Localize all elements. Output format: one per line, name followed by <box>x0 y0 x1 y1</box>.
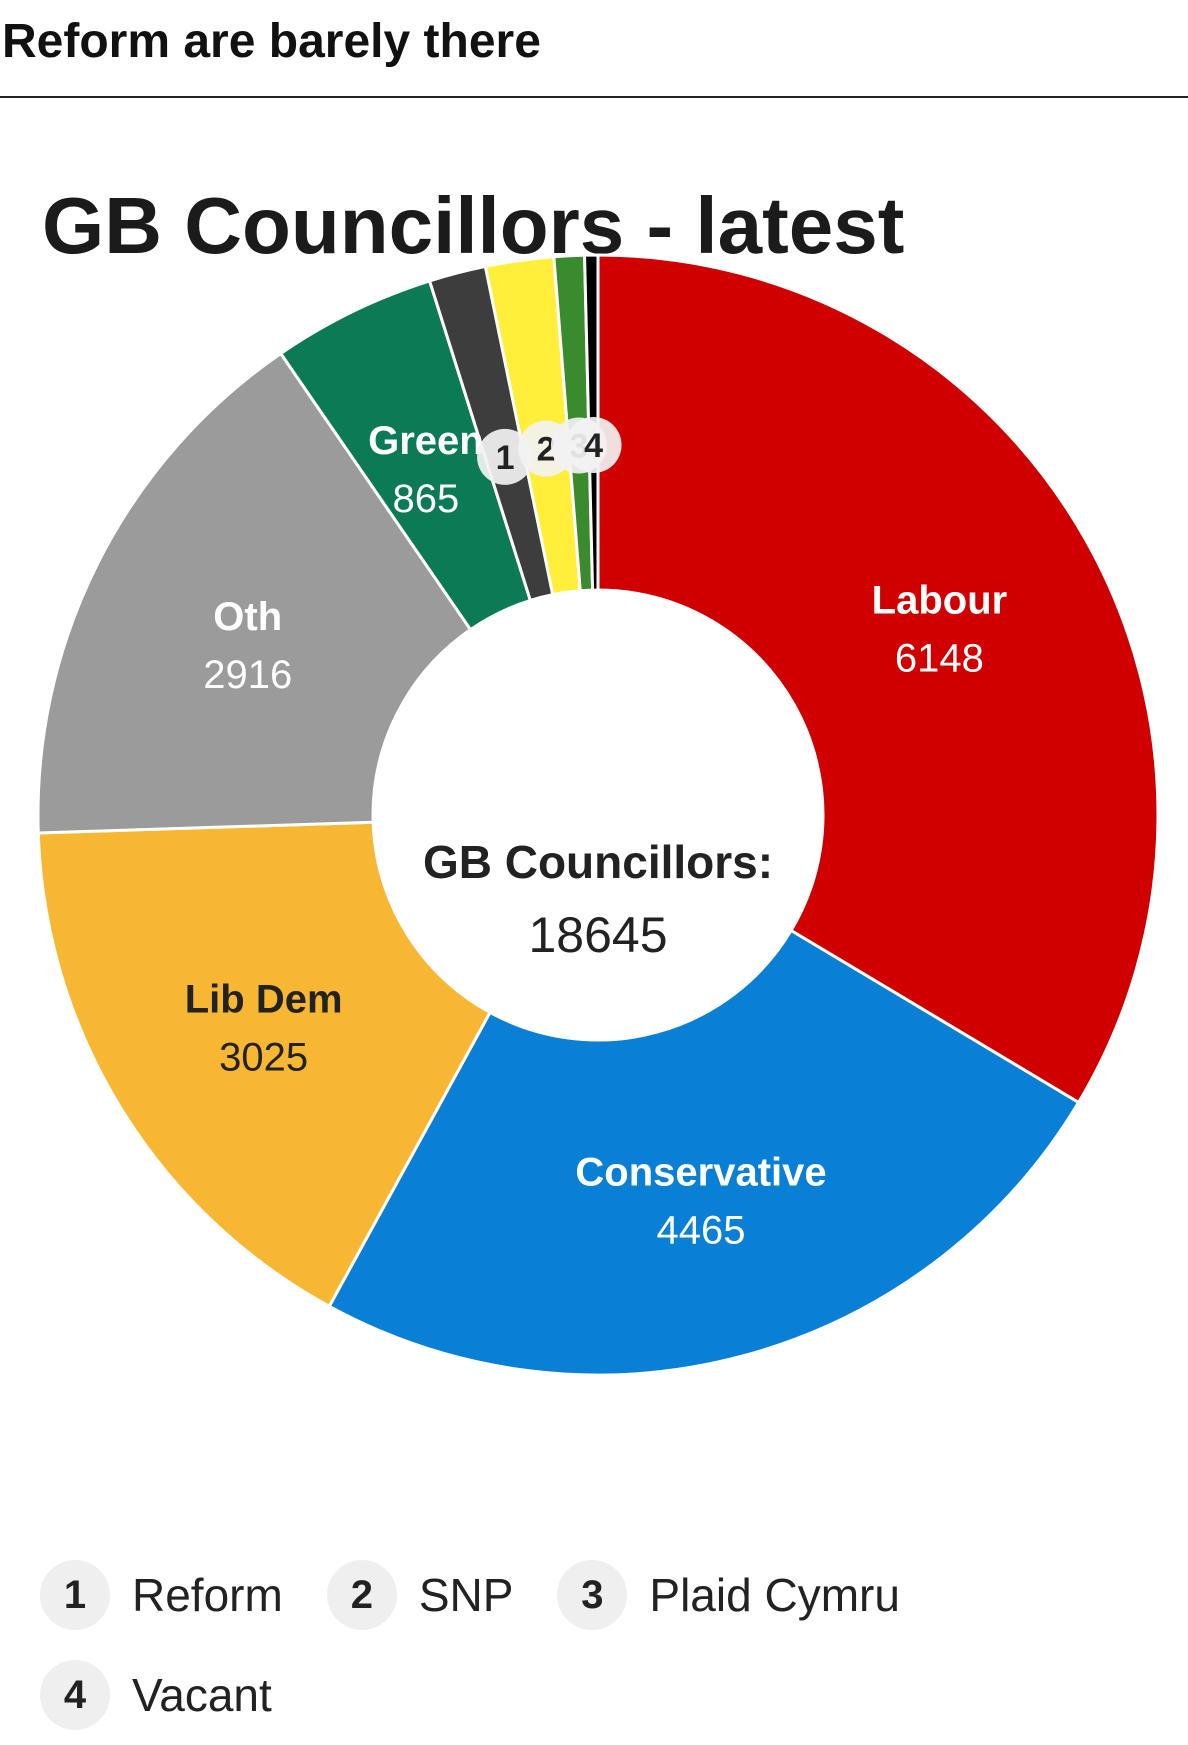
legend-item-reform: 1 Reform <box>40 1560 283 1630</box>
legend-row-2: 4 Vacant <box>40 1645 1160 1745</box>
legend-row-1: 1 Reform 2 SNP 3 Plaid Cymru <box>40 1545 1160 1645</box>
legend: 1 Reform 2 SNP 3 Plaid Cymru 4 Vacant <box>40 1545 1160 1745</box>
slice-value-labour: 6148 <box>895 636 984 680</box>
legend-label: Vacant <box>132 1669 272 1721</box>
center-value: 18645 <box>528 907 667 963</box>
slice-value-conservative: 4465 <box>657 1209 746 1253</box>
legend-badge: 2 <box>326 1560 397 1630</box>
slice-value-oth: 2916 <box>203 653 292 697</box>
chart-title: GB Councillors - latest <box>42 181 905 270</box>
legend-item-plaid-cymru: 3 Plaid Cymru <box>557 1560 900 1630</box>
donut-chart: Labour 6148 Conservative 4465 Lib Dem 3025 Oth… <box>36 253 1160 1377</box>
legend-badge: 1 <box>40 1560 110 1630</box>
slice-label-green: Green <box>368 419 484 463</box>
badge-number-vacant: 4 <box>584 427 603 465</box>
legend-item-vacant: 4 Vacant <box>40 1660 272 1730</box>
slice-label-labour: Labour <box>872 578 1008 622</box>
legend-label: SNP <box>418 1569 514 1621</box>
slice-value-lib-dem: 3025 <box>219 1036 308 1080</box>
slice-label-conservative: Conservative <box>575 1151 826 1195</box>
badge-vacant <box>565 417 622 474</box>
legend-item-snp: 2 SNP <box>326 1560 514 1630</box>
slice-value-green: 865 <box>393 477 460 521</box>
slice-labels: Labour 6148 Conservative 4465 Lib Dem 3025 Oth… <box>185 419 1007 1253</box>
slice-label-lib-dem: Lib Dem <box>185 978 343 1022</box>
slice-label-oth: Oth <box>213 595 282 639</box>
legend-badge: 3 <box>557 1560 628 1630</box>
legend-label: Plaid Cymru <box>649 1569 900 1621</box>
legend-badge: 4 <box>40 1660 110 1730</box>
badge-number-reform: 1 <box>496 439 515 477</box>
center-label: GB Councillors: <box>423 836 773 888</box>
badge-number-snp: 2 <box>537 431 556 469</box>
post-title: Reform are barely there <box>2 15 541 68</box>
legend-label: Reform <box>132 1569 283 1621</box>
slice-badges: 1234 <box>477 417 622 485</box>
post-header: Reform are barely there <box>0 0 1188 98</box>
donut-hole <box>373 590 823 1040</box>
